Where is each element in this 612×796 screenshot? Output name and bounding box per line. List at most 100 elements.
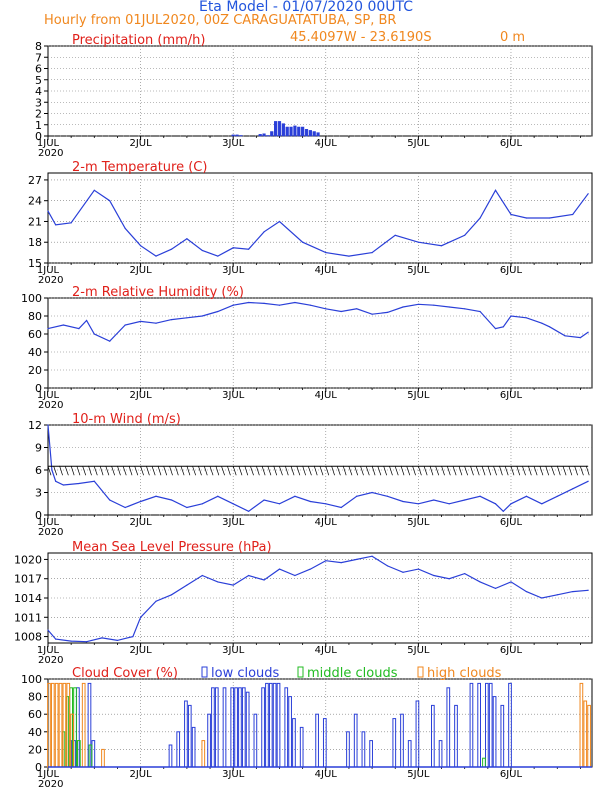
data-point — [494, 328, 497, 330]
wind-barb — [446, 466, 451, 476]
cloud-bar — [253, 713, 258, 768]
data-point — [186, 584, 188, 586]
y-tick-label: 60 — [28, 708, 42, 721]
x-tick-label: 4JUL — [315, 769, 338, 780]
data-point — [479, 310, 481, 313]
y-tick-label: 1 — [35, 119, 42, 132]
cloud-bar — [214, 687, 219, 768]
wind-barb — [267, 466, 272, 476]
wind-barb — [510, 466, 515, 476]
wind-barb — [337, 466, 341, 476]
wind-barb — [464, 466, 469, 476]
wind-barb — [261, 466, 266, 476]
panel-frame — [47, 678, 593, 768]
wind-barb — [59, 465, 63, 476]
data-point — [448, 578, 450, 580]
data-point — [371, 313, 373, 315]
wind-barb — [493, 466, 497, 476]
data-point — [139, 245, 142, 247]
wind-barb — [198, 466, 202, 476]
data-point — [433, 304, 435, 306]
precip-bar — [258, 134, 262, 137]
data-point — [548, 326, 551, 328]
wind-barb — [429, 465, 434, 476]
wind-barb — [522, 466, 526, 476]
wind-barb — [342, 465, 347, 476]
y-tick-label: 6 — [35, 63, 42, 76]
x-tick-label: 2JUL — [129, 138, 152, 149]
y-tick-label: 1017 — [14, 573, 42, 586]
data-point — [294, 301, 296, 304]
y-tick-label: 1008 — [14, 631, 42, 644]
wind-barb — [319, 466, 324, 476]
x-tick-label: 5JUL — [407, 769, 430, 780]
data-point — [78, 328, 80, 330]
y-tick-label: 100 — [21, 292, 42, 305]
data-point — [448, 503, 450, 505]
wind-barb — [400, 465, 405, 476]
series-line — [47, 424, 589, 513]
y-tick-label: 20 — [28, 743, 42, 756]
data-point — [494, 503, 497, 505]
cloud-bar — [508, 682, 512, 768]
panel-title: 10-m Wind (m/s) — [72, 412, 181, 427]
cloud-bar — [81, 682, 86, 768]
cloud-bar — [245, 691, 250, 768]
data-point — [232, 247, 234, 249]
wind-barb — [117, 465, 121, 476]
x-year-label: 2020 — [38, 779, 63, 790]
cloud-bar — [284, 687, 289, 768]
elevation-label: 0 m — [500, 30, 525, 45]
data-point — [132, 635, 134, 638]
wind-barb — [174, 465, 179, 476]
data-point — [170, 594, 173, 596]
data-point — [340, 562, 342, 564]
x-tick-label: 2JUL — [129, 390, 152, 401]
data-point — [464, 234, 466, 236]
wind-barb — [244, 465, 249, 476]
precip-bar — [301, 126, 305, 137]
data-point — [248, 248, 250, 250]
y-tick-label: 1011 — [14, 611, 42, 624]
data-point — [186, 238, 188, 240]
data-point — [93, 480, 95, 482]
data-point — [340, 506, 342, 509]
data-point — [464, 572, 466, 575]
data-point — [155, 495, 157, 497]
precip-bar — [262, 133, 266, 137]
cloud-bar — [168, 744, 173, 768]
data-point — [371, 555, 373, 557]
y-tick-label: 20 — [28, 364, 42, 377]
cloud-bar — [322, 718, 327, 768]
precip-bar — [281, 123, 285, 137]
x-year-label: 2020 — [38, 400, 63, 411]
data-point — [139, 320, 142, 322]
wind-barb — [487, 465, 492, 476]
cloud-bar — [276, 682, 281, 768]
data-point — [248, 301, 250, 304]
cloud-bar — [176, 731, 181, 768]
data-point — [217, 310, 219, 313]
wind-barb — [377, 466, 382, 476]
data-point — [510, 503, 512, 505]
data-point — [502, 510, 504, 512]
x-tick-label: 1JUL — [37, 769, 60, 780]
wind-barb — [574, 465, 578, 476]
panel-6: 0 20 40 60 80 100 1JUL 2JUL 3JUL 4JUL 5JUL 6JUL 2020… — [21, 666, 593, 790]
y-tick-label: 0 — [35, 130, 42, 143]
wind-barb — [70, 465, 75, 476]
wind-barb — [406, 466, 411, 476]
wind-barb — [215, 465, 220, 476]
wind-barb — [325, 466, 330, 476]
wind-barb — [203, 466, 208, 476]
data-point — [417, 303, 419, 305]
data-point — [232, 304, 234, 306]
legend-swatch — [297, 666, 304, 678]
y-tick-label: 4 — [35, 85, 42, 98]
y-tick-label: 0 — [35, 509, 42, 522]
data-point — [325, 560, 327, 562]
data-point — [248, 510, 250, 512]
wind-barb — [354, 466, 359, 476]
data-point — [386, 565, 389, 567]
